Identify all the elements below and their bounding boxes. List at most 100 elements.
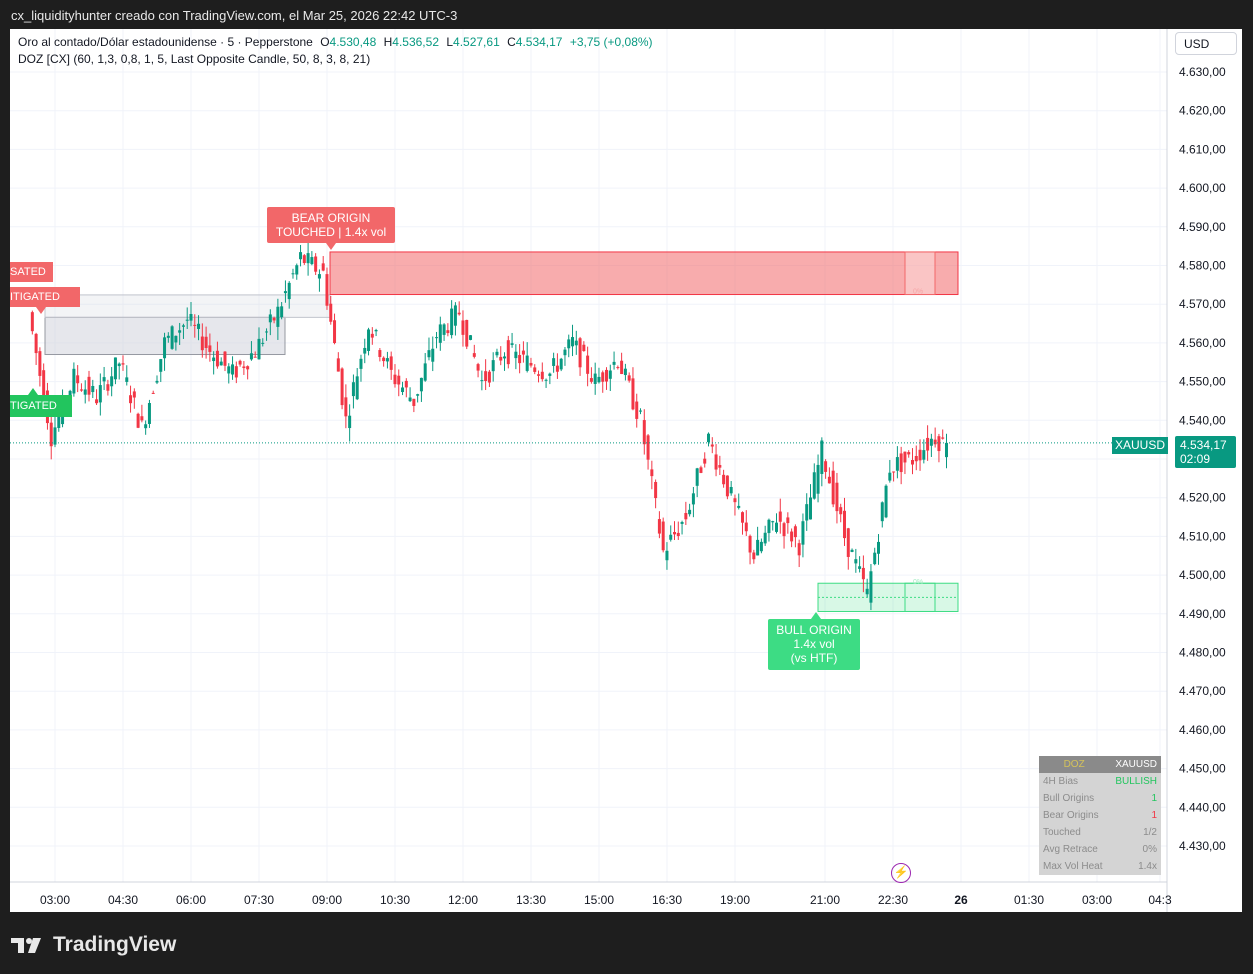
x-tick-label: 06:00 [176, 893, 206, 907]
candle-body [378, 350, 382, 357]
candle-body [144, 424, 148, 429]
candle-body [778, 511, 782, 522]
candle-body [654, 481, 658, 499]
candle-body [427, 350, 431, 358]
candle-body [484, 371, 488, 382]
y-tick-label: 4.570,00 [1179, 297, 1226, 311]
zone-retrace-pct: 0% [913, 289, 923, 296]
candle-body [431, 348, 435, 362]
candle-body [873, 552, 877, 565]
candle-body [793, 526, 797, 538]
x-tick-label: 09:00 [312, 893, 342, 907]
candle-body [268, 314, 272, 323]
y-tick-label: 4.450,00 [1179, 762, 1226, 776]
candle-body [314, 256, 318, 272]
x-tick-label: 16:30 [652, 893, 682, 907]
candle-body [839, 507, 843, 515]
candle-body [703, 458, 707, 464]
candle-body [854, 559, 858, 564]
y-tick-label: 4.470,00 [1179, 684, 1226, 698]
candle-body [438, 324, 442, 343]
doz-row-value: 1 [1109, 790, 1161, 807]
candle-body [408, 397, 412, 402]
candle-body [38, 351, 42, 376]
candle-body [725, 475, 729, 497]
candle-body [892, 471, 896, 473]
candle-body [98, 385, 102, 403]
candle-body [861, 567, 865, 580]
close-key: C [507, 35, 516, 49]
candle-body [95, 399, 99, 404]
lightning-icon[interactable]: ⚡ [891, 863, 911, 883]
doz-row-label: 4H Bias [1039, 773, 1110, 790]
candle-body [673, 531, 677, 535]
candle-body [831, 470, 835, 505]
y-tick-label: 4.600,00 [1179, 181, 1226, 195]
candle-body [922, 450, 926, 460]
candle-body [657, 519, 661, 534]
tradingview-logo[interactable]: TradingView [11, 933, 176, 957]
candle-body [842, 510, 846, 539]
candle-body [472, 353, 476, 357]
candle-body [820, 440, 824, 474]
candle-body [404, 380, 408, 388]
mitigated-label-green: TIGATED [10, 395, 72, 417]
candle-body [691, 493, 695, 505]
symbol-legend[interactable]: Oro al contado/Dólar estadounidense · 5 … [18, 35, 653, 49]
high-key: H [383, 35, 393, 49]
candle-body [680, 522, 684, 524]
chart-frame[interactable]: 4.630,00 4.620,00 4.610,00 4.600,00 4.590,00… [10, 29, 1242, 912]
y-tick-label: 4.460,00 [1179, 723, 1226, 737]
candle-body [631, 378, 635, 410]
candle-body [926, 437, 930, 451]
chart-caption: cx_liquidityhunter creado con TradingVie… [11, 8, 458, 23]
candle-body [748, 535, 752, 553]
candle-body [741, 512, 745, 523]
candle-body [333, 320, 337, 344]
candle-body [385, 358, 389, 362]
candle-body [752, 552, 756, 560]
candle-body [79, 389, 83, 391]
candle-body [548, 373, 552, 376]
mitigated-pointer [36, 307, 46, 314]
bull-origin-label: BULL ORIGIN 1.4x vol (vs HTF) [768, 619, 860, 670]
x-tick-label: 22:30 [878, 893, 908, 907]
candle-body [612, 361, 616, 365]
high-value: 4.536,52 [392, 35, 439, 49]
candle-body [495, 351, 499, 356]
instrument-label[interactable]: Oro al contado/Dólar estadounidense · 5 … [18, 35, 313, 49]
mitigated-label-red-2: ITIGATED [10, 287, 80, 307]
candle-body [809, 497, 812, 520]
currency-selector[interactable]: USD [1175, 32, 1237, 55]
candle-body [113, 357, 117, 380]
candle-body [567, 339, 571, 349]
candle-body [718, 465, 722, 468]
doz-row-value: BULLISH [1109, 773, 1161, 790]
low-key: L [446, 35, 454, 49]
candle-body [521, 350, 525, 355]
candle-body [506, 340, 510, 365]
candle-body [563, 349, 567, 356]
candle-body [537, 374, 541, 376]
candle-body [370, 333, 374, 338]
candle-body [159, 359, 163, 372]
doz-row-value: 1.4x [1109, 858, 1161, 875]
candle-body [336, 358, 340, 372]
y-tick-label: 4.620,00 [1179, 104, 1226, 118]
candle-body [571, 337, 575, 347]
y-tick-label: 4.630,00 [1179, 65, 1226, 79]
candle-body [620, 360, 624, 375]
chart-canvas[interactable]: 4.630,00 4.620,00 4.610,00 4.600,00 4.590,00… [10, 29, 1242, 912]
candle-body [665, 550, 669, 561]
x-tick-label: 03:00 [1082, 893, 1112, 907]
candle-body [876, 541, 880, 554]
candle-body [246, 366, 250, 370]
indicator-legend[interactable]: DOZ [CX] (60, 1,3, 0,8, 1, 5, Last Oppos… [18, 52, 371, 66]
candle-body [707, 433, 711, 443]
candle-body [200, 336, 204, 351]
candle-body [907, 452, 911, 455]
candle-body [782, 523, 786, 537]
candle-body [34, 333, 38, 354]
candle-body [91, 385, 95, 393]
last-price-value: 4.534,17 [1180, 438, 1227, 452]
